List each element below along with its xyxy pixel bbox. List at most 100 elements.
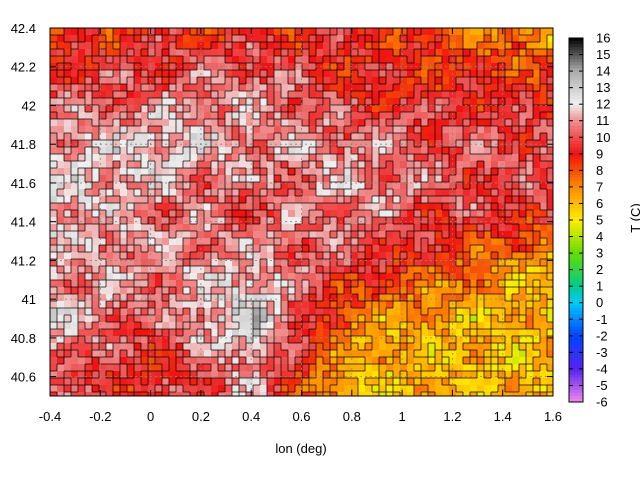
- heatmap-cell: [526, 217, 534, 225]
- heatmap-cell: [351, 385, 359, 393]
- heatmap-cell: [470, 308, 478, 316]
- heatmap-cell: [295, 343, 303, 351]
- heatmap-cell: [106, 308, 114, 316]
- heatmap-cell: [365, 98, 373, 106]
- heatmap-cell: [288, 77, 296, 85]
- heatmap-cell: [505, 294, 513, 302]
- heatmap-cell: [449, 154, 457, 162]
- heatmap-cell: [120, 42, 128, 50]
- heatmap-cell: [169, 175, 177, 183]
- heatmap-cell: [414, 105, 422, 113]
- heatmap-cell: [330, 119, 338, 127]
- heatmap-cell: [505, 119, 513, 127]
- heatmap-cell: [232, 371, 240, 379]
- heatmap-cell: [134, 35, 142, 43]
- heatmap-cell: [295, 105, 303, 113]
- heatmap-cell: [71, 98, 79, 106]
- heatmap-cell: [540, 301, 548, 309]
- heatmap-cell: [120, 126, 128, 134]
- heatmap-cell: [435, 77, 443, 85]
- heatmap-cell: [113, 329, 121, 337]
- heatmap-cell: [393, 203, 401, 211]
- heatmap-cell: [407, 322, 415, 330]
- heatmap-cell: [519, 35, 527, 43]
- heatmap-cell: [498, 84, 506, 92]
- heatmap-cell: [351, 161, 359, 169]
- heatmap-cell: [477, 336, 485, 344]
- heatmap-cell: [533, 294, 541, 302]
- heatmap-cell: [155, 56, 163, 64]
- heatmap-cell: [78, 42, 86, 50]
- heatmap-cell: [71, 329, 79, 337]
- heatmap-cell: [162, 273, 170, 281]
- heatmap-cell: [512, 266, 520, 274]
- heatmap-cell: [127, 266, 135, 274]
- heatmap-cell: [260, 77, 268, 85]
- heatmap-cell: [246, 301, 254, 309]
- heatmap-cell: [407, 378, 415, 386]
- heatmap-cell: [92, 112, 100, 120]
- heatmap-cell: [435, 259, 443, 267]
- heatmap-cell: [50, 56, 58, 64]
- heatmap-cell: [197, 378, 205, 386]
- heatmap-cell: [484, 245, 492, 253]
- heatmap-cell: [141, 252, 149, 260]
- heatmap-cell: [533, 266, 541, 274]
- heatmap-cell: [428, 154, 436, 162]
- heatmap-cell: [127, 133, 135, 141]
- heatmap-cell: [393, 168, 401, 176]
- heatmap-cell: [57, 266, 65, 274]
- heatmap-cell: [484, 105, 492, 113]
- heatmap-cell: [421, 322, 429, 330]
- heatmap-cell: [204, 336, 212, 344]
- heatmap-cell: [463, 189, 471, 197]
- heatmap-cell: [197, 224, 205, 232]
- heatmap-cell: [106, 357, 114, 365]
- heatmap-cell: [316, 98, 324, 106]
- heatmap-cell: [99, 343, 107, 351]
- heatmap-cell: [295, 133, 303, 141]
- heatmap-cell: [547, 329, 553, 337]
- heatmap-cell: [400, 189, 408, 197]
- heatmap-cell: [309, 56, 317, 64]
- heatmap-cell: [407, 357, 415, 365]
- heatmap-cell: [169, 133, 177, 141]
- heatmap-cell: [113, 385, 121, 393]
- heatmap-cell: [120, 203, 128, 211]
- heatmap-cell: [295, 259, 303, 267]
- heatmap-cell: [540, 56, 548, 64]
- heatmap-cell: [57, 371, 65, 379]
- heatmap-cell: [526, 161, 534, 169]
- heatmap-cell: [106, 91, 114, 99]
- heatmap-cell: [414, 294, 422, 302]
- heatmap-cell: [218, 231, 226, 239]
- heatmap-cell: [197, 182, 205, 190]
- heatmap-cell: [330, 343, 338, 351]
- heatmap-cell: [162, 133, 170, 141]
- heatmap-cell: [246, 70, 254, 78]
- heatmap-cell: [120, 105, 128, 113]
- heatmap-cell: [470, 336, 478, 344]
- heatmap-cell: [85, 385, 93, 393]
- heatmap-cell: [176, 182, 184, 190]
- heatmap-cell: [50, 77, 58, 85]
- heatmap-cell: [302, 385, 310, 393]
- heatmap-cell: [379, 280, 387, 288]
- heatmap-cell: [155, 245, 163, 253]
- heatmap-cell: [449, 252, 457, 260]
- heatmap-cell: [547, 91, 553, 99]
- heatmap-cell: [155, 287, 163, 295]
- heatmap-cell: [232, 126, 240, 134]
- heatmap-cell: [260, 259, 268, 267]
- heatmap-cell: [428, 280, 436, 288]
- heatmap-cell: [288, 56, 296, 64]
- heatmap-cell: [498, 56, 506, 64]
- heatmap-cell: [337, 91, 345, 99]
- heatmap-cell: [183, 329, 191, 337]
- heatmap-cell: [456, 371, 464, 379]
- heatmap-cell: [421, 280, 429, 288]
- heatmap-cell: [344, 364, 352, 372]
- heatmap-cell: [512, 161, 520, 169]
- heatmap-cell: [358, 210, 366, 218]
- heatmap-cell: [274, 301, 282, 309]
